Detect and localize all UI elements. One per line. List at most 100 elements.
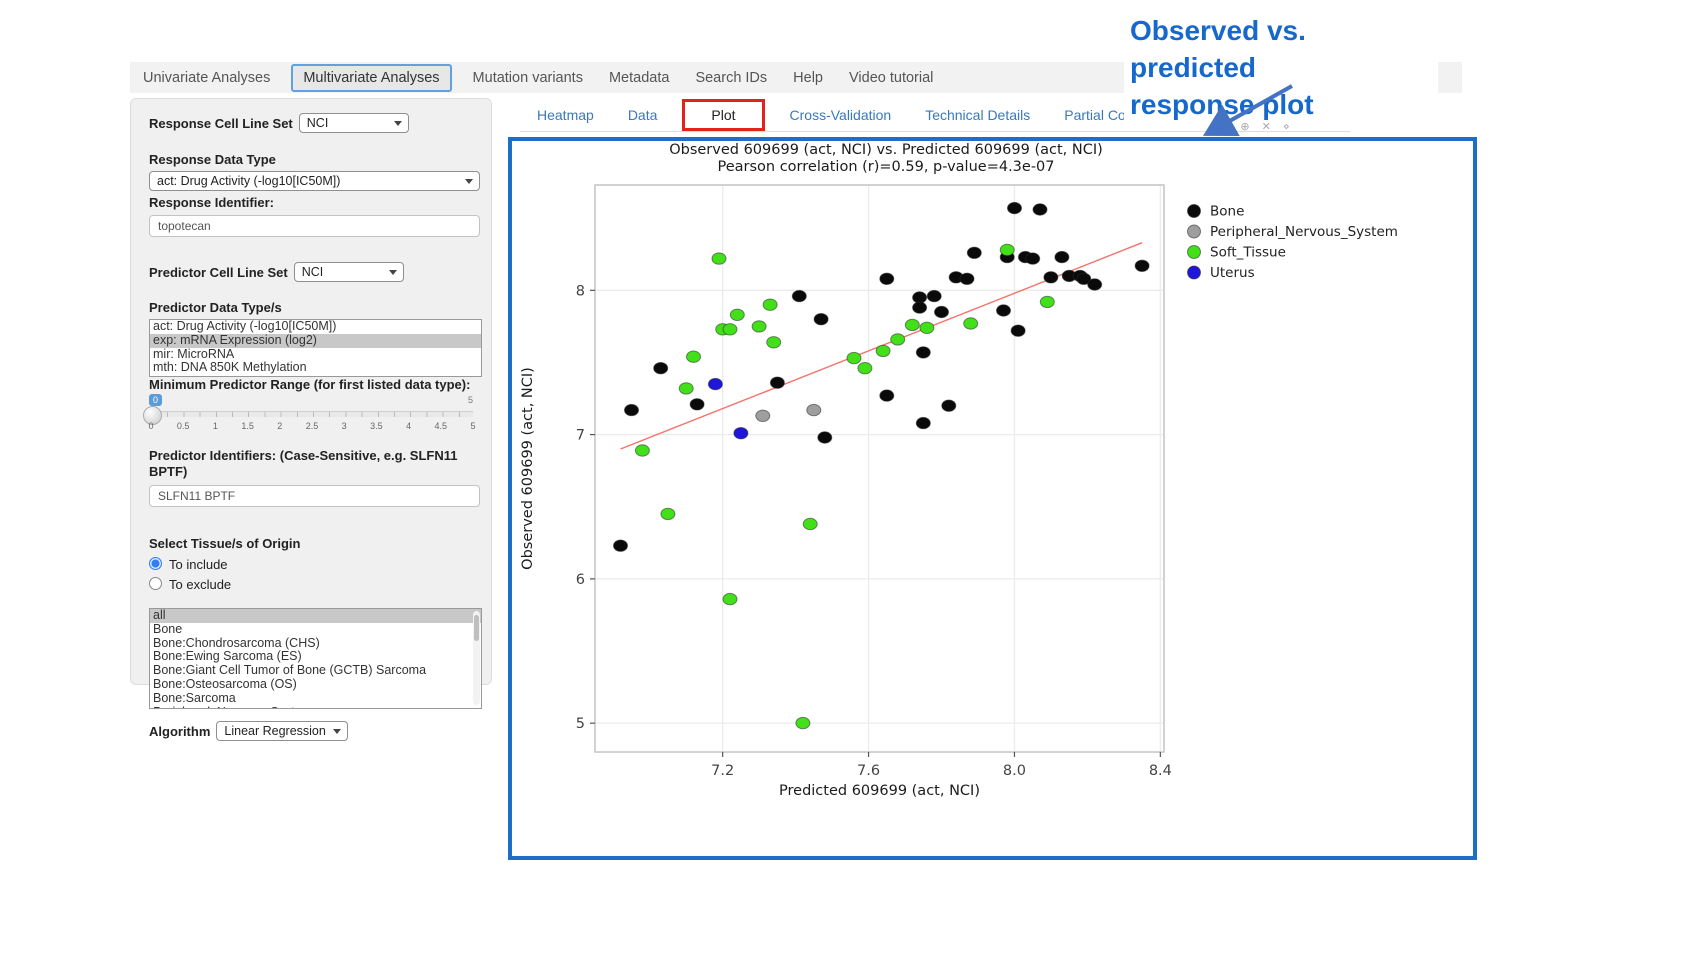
point-bone[interactable] — [966, 246, 982, 260]
tissue-option-all[interactable]: all — [150, 609, 481, 623]
point-soft-tissue[interactable] — [660, 507, 676, 521]
nav-item-multivariate-analyses[interactable]: Multivariate Analyses — [291, 63, 452, 92]
close-icon[interactable]: ⋄ — [1282, 120, 1302, 133]
point-soft-tissue[interactable] — [678, 382, 694, 395]
legend-swatch-soft-tissue[interactable] — [1187, 245, 1201, 259]
point-bone[interactable] — [915, 416, 931, 430]
tab-heatmap[interactable]: Heatmap — [537, 107, 594, 123]
zoom-in-icon[interactable]: ⊕ — [1240, 120, 1262, 133]
point-soft-tissue[interactable] — [634, 444, 650, 457]
point-bone[interactable] — [817, 431, 833, 444]
point-bone[interactable] — [613, 539, 628, 552]
slider-track[interactable] — [151, 411, 473, 417]
point-soft-tissue[interactable] — [762, 298, 778, 311]
point-soft-tissue[interactable] — [904, 318, 920, 332]
tissue-list-scrollbar[interactable] — [473, 611, 480, 706]
point-bone[interactable] — [1043, 271, 1059, 284]
point-soft-tissue[interactable] — [722, 323, 738, 336]
point-soft-tissue[interactable] — [890, 333, 906, 346]
nav-item-search-ids[interactable]: Search IDs — [695, 69, 768, 86]
slider-handle[interactable] — [143, 406, 162, 425]
tissue-list[interactable]: all Bone Bone:Chondrosarcoma (CHS) Bone:Ewi… — [149, 608, 482, 709]
tissue-option-bone-sarcoma[interactable]: Bone:Sarcoma — [153, 690, 236, 705]
point-peripheral-nervous-system[interactable] — [806, 403, 822, 417]
point-bone[interactable] — [1007, 201, 1022, 215]
point-bone[interactable] — [813, 313, 829, 326]
point-bone[interactable] — [959, 272, 975, 286]
point-bone[interactable] — [1054, 250, 1070, 264]
predictor-type-option-act[interactable]: act: Drug Activity (-log10[IC50M]) — [153, 319, 337, 333]
point-bone[interactable] — [624, 403, 639, 417]
point-soft-tissue[interactable] — [857, 362, 873, 375]
legend-label-soft-tissue[interactable]: Soft_Tissue — [1210, 245, 1286, 261]
tissue-option-peripheral-nervous-system[interactable]: Peripheral_Nervous_System — [150, 705, 481, 708]
point-bone[interactable] — [1087, 278, 1103, 291]
pan-icon[interactable]: ✕ — [1261, 120, 1283, 133]
point-soft-tissue[interactable] — [766, 336, 782, 349]
point-soft-tissue[interactable] — [802, 517, 818, 531]
point-bone[interactable] — [879, 272, 895, 286]
legend-swatch-uterus[interactable] — [1187, 265, 1201, 280]
point-uterus[interactable] — [733, 427, 749, 440]
point-bone[interactable] — [879, 389, 895, 402]
point-bone[interactable] — [791, 289, 807, 303]
point-peripheral-nervous-system[interactable] — [755, 409, 771, 422]
point-bone[interactable] — [689, 398, 705, 411]
nav-item-metadata[interactable]: Metadata — [608, 69, 670, 86]
predictor-type-option-exp[interactable]: exp: mRNA Expression (log2) — [150, 333, 481, 348]
tissue-option-bone-ewing-sarcoma-es[interactable]: Bone:Ewing Sarcoma (ES) — [153, 649, 302, 664]
algorithm-select[interactable]: Linear Regression — [216, 721, 349, 741]
tab-technical-details[interactable]: Technical Details — [925, 107, 1031, 123]
point-bone[interactable] — [912, 301, 928, 314]
response-cell-line-set-select[interactable]: NCI — [298, 113, 409, 133]
radio-to-include[interactable]: To include — [149, 556, 477, 572]
radio-selected-icon[interactable] — [149, 557, 162, 570]
tissue-option-bone[interactable]: Bone — [153, 621, 183, 636]
predictor-cell-line-set-select[interactable]: NCI — [293, 262, 404, 282]
tissue-option-bone-osteosarcoma-os[interactable]: Bone:Osteosarcoma (OS) — [153, 676, 297, 691]
radio-to-exclude[interactable]: To exclude — [149, 576, 477, 592]
point-bone[interactable] — [934, 305, 949, 319]
nav-item-help[interactable]: Help — [793, 69, 823, 86]
point-soft-tissue[interactable] — [846, 351, 862, 365]
point-bone[interactable] — [1025, 252, 1041, 265]
point-bone[interactable] — [996, 304, 1011, 317]
point-bone[interactable] — [941, 399, 957, 412]
legend-label-peripheral-nervous-system[interactable]: Peripheral_Nervous_System — [1210, 224, 1398, 240]
point-bone[interactable] — [926, 289, 942, 303]
legend-swatch-bone[interactable] — [1187, 204, 1201, 218]
point-soft-tissue[interactable] — [795, 716, 811, 730]
point-soft-tissue[interactable] — [751, 320, 767, 333]
legend-swatch-peripheral-nervous-system[interactable] — [1187, 224, 1201, 239]
predictor-type-option-mir[interactable]: mir: MicroRNA — [153, 346, 235, 361]
point-bone[interactable] — [1134, 259, 1150, 273]
point-bone[interactable] — [1032, 203, 1048, 216]
tissue-option-bone-chondrosarcoma-chs[interactable]: Bone:Chondrosarcoma (CHS) — [153, 635, 320, 650]
nav-item-mutation-variants[interactable]: Mutation variants — [472, 69, 583, 86]
predictor-identifiers-input[interactable]: SLFN11 BPTF — [149, 485, 480, 507]
point-bone[interactable] — [1010, 324, 1026, 337]
tissue-option-bone-giant-cell-tumor-of-bone-gctb-sarcoma[interactable]: Bone:Giant Cell Tumor of Bone (GCTB) Sar… — [153, 663, 427, 678]
point-soft-tissue[interactable] — [963, 317, 979, 330]
point-soft-tissue[interactable] — [1039, 295, 1055, 309]
point-bone[interactable] — [915, 346, 931, 359]
point-soft-tissue[interactable] — [722, 592, 738, 606]
legend-label-uterus[interactable]: Uterus — [1210, 265, 1255, 281]
min-predictor-range-slider[interactable]: 0 5 0 0.5 1 1.5 2 2.5 3 3.5 4 4.5 5 — [143, 394, 477, 436]
tab-cross-validation[interactable]: Cross-Validation — [789, 107, 892, 123]
point-soft-tissue[interactable] — [919, 321, 935, 335]
tab-data[interactable]: Data — [627, 107, 658, 123]
predictor-type-option-mth[interactable]: mth: DNA 850K Methylation — [153, 360, 307, 375]
point-soft-tissue[interactable] — [999, 243, 1015, 257]
tab-plot[interactable]: Plot — [711, 107, 736, 123]
nav-item-univariate-analyses[interactable]: Univariate Analyses — [143, 69, 271, 86]
legend-label-bone[interactable]: Bone — [1210, 204, 1244, 220]
response-identifier-input[interactable]: topotecan — [149, 215, 480, 237]
point-soft-tissue[interactable] — [875, 344, 891, 358]
point-bone[interactable] — [1076, 272, 1092, 286]
radio-unselected-icon[interactable] — [149, 577, 162, 590]
point-uterus[interactable] — [707, 377, 723, 391]
point-soft-tissue[interactable] — [711, 252, 727, 265]
point-bone[interactable] — [769, 376, 785, 389]
point-soft-tissue[interactable] — [686, 350, 701, 363]
